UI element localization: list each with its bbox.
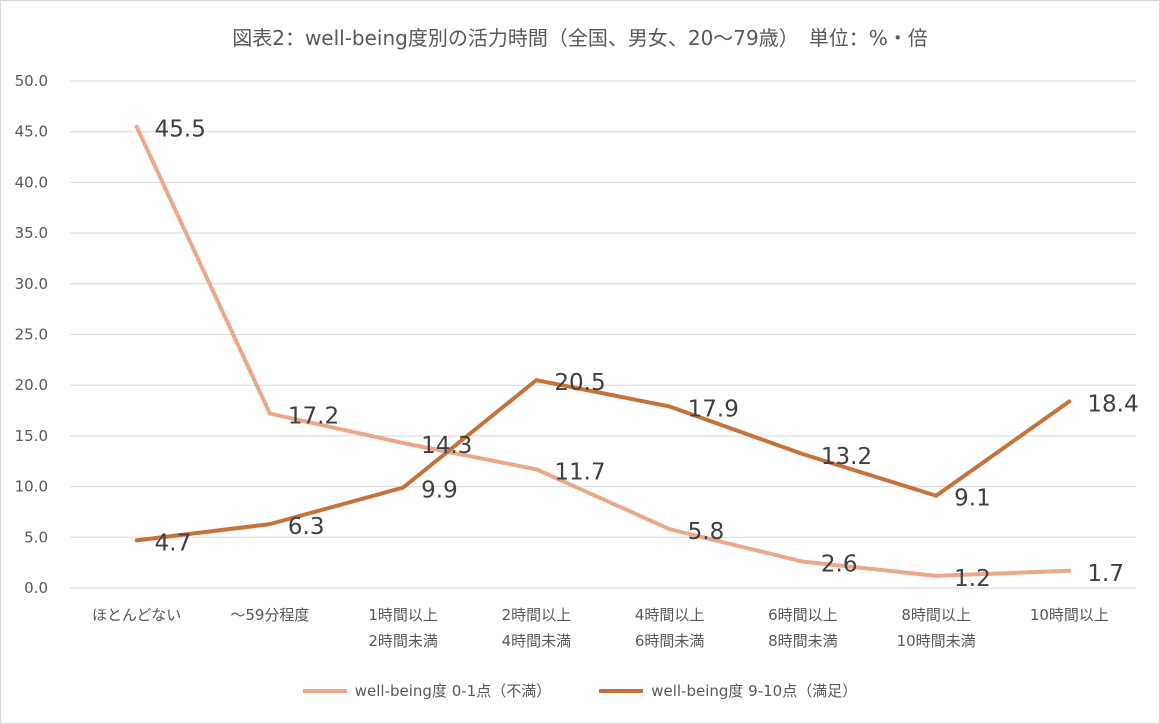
data-label: 1.7 [1087, 561, 1124, 587]
data-label: 14.3 [421, 433, 472, 459]
x-tick-label: 10時間以上 [1030, 606, 1109, 624]
legend-label-series-0: well-being度 0-1点（不満） [354, 682, 552, 700]
data-label: 13.2 [821, 444, 872, 470]
data-label: 11.7 [554, 459, 605, 485]
data-label: 17.9 [688, 396, 739, 422]
x-tick-label: 6時間未満 [635, 632, 705, 650]
data-label: 17.2 [288, 404, 339, 430]
data-label: 9.9 [421, 478, 458, 504]
legend-item-series-1: well-being度 9-10点（満足） [599, 680, 857, 701]
x-tick-label: 1時間以上 [368, 606, 438, 624]
data-label: 2.6 [821, 552, 858, 578]
y-tick-label: 25.0 [15, 326, 48, 344]
legend-item-series-0: well-being度 0-1点（不満） [302, 680, 552, 701]
y-tick-label: 35.0 [15, 224, 48, 242]
data-label: 1.2 [954, 566, 991, 592]
y-tick-label: 50.0 [15, 72, 48, 90]
data-label: 45.5 [155, 117, 206, 143]
legend-label-series-1: well-being度 9-10点（満足） [651, 682, 858, 700]
x-tick-label: 6時間以上 [768, 606, 838, 624]
data-label: 6.3 [288, 514, 325, 540]
y-tick-label: 10.0 [15, 478, 48, 496]
x-tick-label: 8時間未満 [768, 632, 838, 650]
x-tick-label: ほとんどない [92, 606, 181, 624]
series-line-0 [134, 124, 1072, 578]
x-tick-label: 2時間以上 [502, 606, 572, 624]
x-tick-label: 8時間以上 [901, 606, 971, 624]
y-tick-label: 5.0 [24, 528, 48, 546]
y-tick-label: 15.0 [15, 427, 48, 445]
data-label: 5.8 [688, 519, 725, 545]
data-label: 18.4 [1087, 391, 1138, 417]
chart-legend: well-being度 0-1点（不満） well-being度 9-10点（満… [0, 680, 1160, 701]
y-tick-label: 40.0 [15, 173, 48, 191]
data-label: 9.1 [954, 486, 991, 512]
series-line-1 [134, 378, 1072, 543]
y-tick-label: 30.0 [15, 275, 48, 293]
x-tick-label: 4時間未満 [502, 632, 572, 650]
y-tick-label: 20.0 [15, 376, 48, 394]
x-tick-label: 2時間未満 [368, 632, 438, 650]
legend-swatch-series-1 [599, 688, 644, 693]
y-tick-label: 0.0 [24, 579, 48, 597]
x-tick-label: 10時間未満 [897, 632, 976, 650]
legend-swatch-series-0 [302, 688, 347, 693]
x-tick-label: 〜59分程度 [230, 606, 309, 624]
data-label: 20.5 [554, 370, 605, 396]
chart-title: 図表2：well-being度別の活力時間（全国、男女、20〜79歳） 単位：%… [232, 26, 928, 50]
y-tick-label: 45.0 [15, 123, 48, 141]
x-tick-label: 4時間以上 [635, 606, 705, 624]
data-label: 4.7 [155, 530, 192, 556]
